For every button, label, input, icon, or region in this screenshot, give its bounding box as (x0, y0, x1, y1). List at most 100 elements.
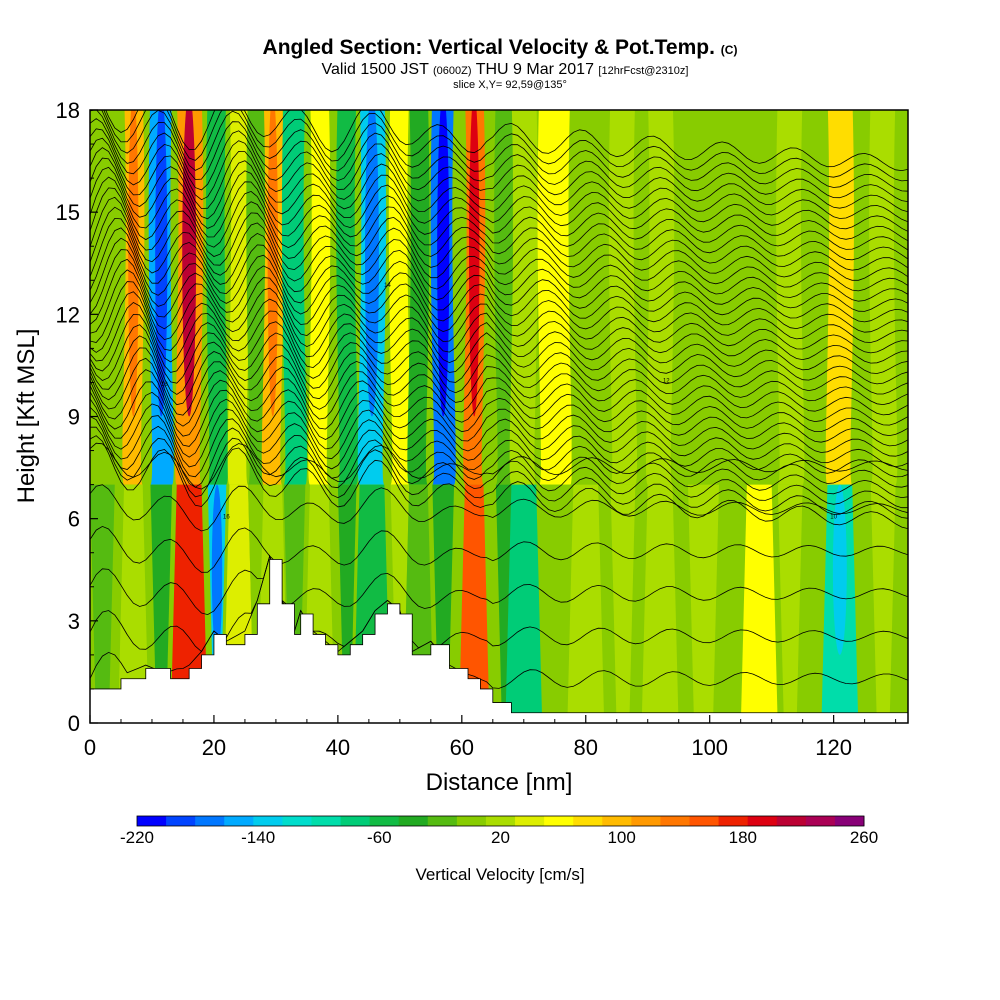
x-axis: 0 20 40 60 80 100 120 (84, 715, 897, 760)
colorbar-swatch (573, 816, 603, 826)
x-tick-label: 100 (691, 735, 728, 760)
y-tick-label: 0 (68, 711, 80, 736)
isentrope-line (90, 426, 908, 519)
colorbar-tick-label: 260 (850, 828, 878, 847)
isentrope-line (90, 110, 908, 202)
colorbar-tick-labels: -220 -140 -60 20 100 180 260 (120, 828, 878, 847)
isentrope-line (90, 335, 908, 426)
y-tick-label: 12 (56, 302, 80, 327)
title-block: Angled Section: Vertical Velocity & Pot.… (0, 36, 1000, 91)
colorbar (136, 815, 865, 827)
isentrope-line (90, 484, 908, 532)
colorbar-tick-label: 100 (607, 828, 635, 847)
colorbar-swatch (137, 816, 167, 826)
isentrope-line (90, 128, 908, 223)
velocity-column-upper (645, 110, 675, 485)
terrain (90, 559, 908, 723)
slice-info: slice X,Y= 92,59@135° (453, 79, 567, 91)
colorbar-swatch (776, 816, 807, 826)
colorbar-swatch (253, 816, 283, 826)
colorbar-swatch (166, 816, 196, 826)
velocity-core (469, 110, 480, 417)
x-tick-label: 20 (202, 735, 226, 760)
isentrope-line (90, 369, 908, 457)
isentrope-line (90, 302, 908, 395)
velocity-column-lower (505, 484, 543, 723)
isentrope-label: 14 (384, 283, 391, 289)
velocity-column-upper (608, 110, 638, 485)
velocity-column-upper (388, 110, 411, 485)
isentrope-line (90, 281, 908, 374)
y-tick-label: 6 (68, 507, 80, 532)
velocity-column-lower (90, 484, 115, 723)
isentrope-line (90, 416, 908, 509)
colorbar-swatch (602, 816, 632, 826)
velocity-column-upper (336, 110, 359, 485)
colorbar-swatch (747, 816, 778, 826)
velocity-core (267, 110, 279, 417)
y-axis: 0 3 6 9 12 15 18 (56, 98, 98, 736)
isentrope-line (90, 406, 908, 499)
vertical-velocity-field (90, 110, 908, 723)
velocity-column-upper (869, 110, 898, 485)
colorbar-swatch (631, 816, 661, 826)
pot-temp-contours: 18 16 14 12 10 (90, 110, 908, 689)
isentrope-line (90, 187, 908, 281)
isentrope-line (90, 324, 908, 416)
isentrope-label: 12 (663, 378, 670, 384)
isentrope-line (90, 196, 908, 292)
isentrope-line (90, 137, 908, 232)
isentrope-line (90, 357, 908, 447)
isentrope-line (90, 291, 908, 385)
colorbar-tick-label: -140 (241, 828, 275, 847)
colorbar-swatch (689, 816, 720, 826)
isentrope-line (90, 206, 908, 302)
isentrope-line (90, 391, 908, 478)
y-tick-label: 3 (68, 609, 80, 634)
isentrope-line (90, 347, 908, 437)
velocity-column-upper (407, 110, 430, 485)
colorbar-swatch (515, 816, 545, 826)
colorbar-swatch (311, 816, 342, 826)
velocity-column-lower (610, 484, 636, 723)
x-tick-label: 120 (815, 735, 852, 760)
isentrope-line (90, 157, 908, 251)
velocity-column-lower (458, 484, 490, 723)
terrain-mask (90, 559, 908, 723)
velocity-column-upper (745, 110, 774, 485)
colorbar-tick-label: -220 (120, 828, 154, 847)
velocity-column-upper (776, 110, 805, 485)
velocity-column-lower (118, 484, 149, 723)
velocity-column-upper (308, 110, 331, 485)
isentrope-label: 18 (161, 382, 168, 388)
colorbar-swatch (805, 816, 836, 826)
velocity-column-lower (870, 484, 896, 723)
velocity-core (211, 484, 223, 655)
velocity-column-lower (539, 484, 571, 723)
colorbar-swatch (369, 816, 400, 826)
y-tick-label: 15 (56, 200, 80, 225)
colorbar-swatch (456, 816, 487, 826)
colorbar-swatch (834, 816, 865, 826)
isentrope-line (103, 110, 908, 182)
velocity-column-lower (170, 484, 208, 723)
colorbar-swatch (224, 816, 254, 826)
y-axis-label: Height [Kft MSL] (13, 329, 40, 504)
colorbar-swatch (660, 816, 691, 826)
velocity-column-lower (641, 484, 679, 723)
isentrope-line (90, 525, 908, 573)
isentrope-line (90, 237, 908, 333)
isentrope-line (90, 554, 908, 616)
colorbar-tick-label: -60 (367, 828, 392, 847)
velocity-core (437, 110, 450, 417)
isentrope-line (90, 249, 908, 343)
velocity-column-lower (567, 484, 605, 723)
y-tick-label: 9 (68, 405, 80, 430)
colorbar-swatch (340, 816, 371, 826)
isentrope-line (90, 166, 908, 261)
isentrope-line (90, 118, 908, 213)
colorbar-tick-label: 180 (729, 828, 757, 847)
colorbar-frame (136, 815, 865, 827)
velocity-column-upper (509, 110, 538, 485)
